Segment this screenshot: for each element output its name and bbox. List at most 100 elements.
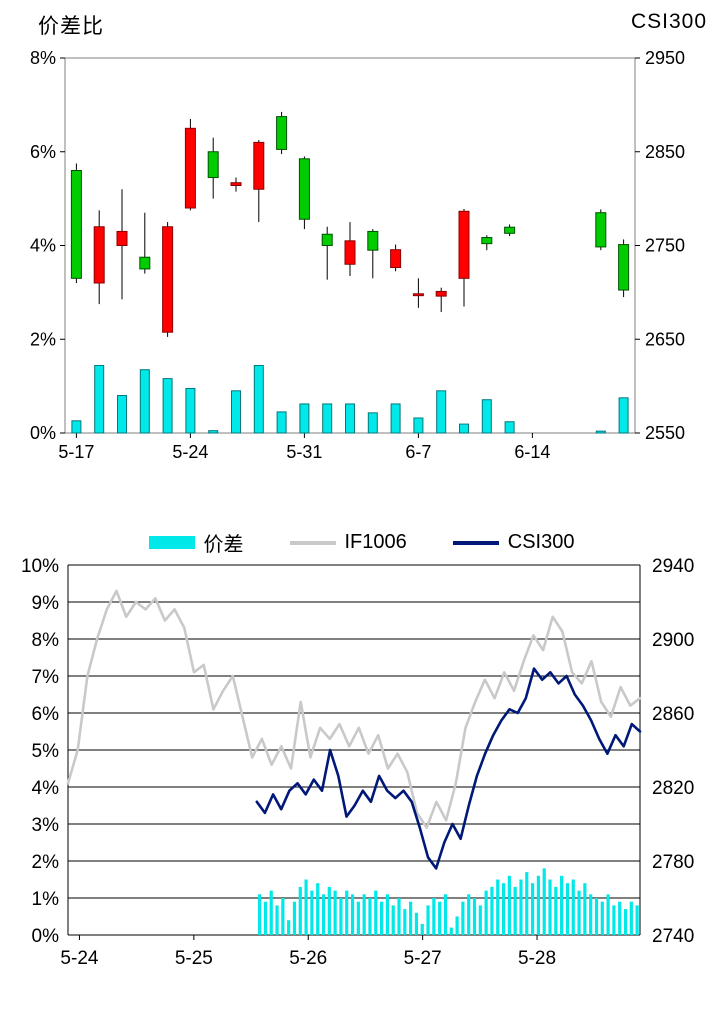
candle-body [321,233,333,246]
volume-bar [276,411,287,434]
spread-bar [368,898,372,935]
volume-bar [345,403,355,434]
spread-bar [449,927,453,935]
y-right-tick-label: 2940 [652,556,694,577]
spread-bar [269,890,273,935]
y-left-tick-label: 2% [30,329,56,349]
spread-bar [606,894,610,935]
spread-bar [345,890,349,935]
candle-body [70,170,82,279]
candlestick-chart: 0% 2% 4% 6% 8% 2550 2650 2750 2850 2950 5-17 5-24 5-… [30,48,685,462]
candle-body [412,293,424,297]
x-tick-label: 5-26 [289,948,327,969]
spread-bar [583,883,587,935]
candle-body [481,237,493,245]
spread-bar [594,898,599,935]
candle-body [504,226,516,234]
legend-item-csi300: CSI300 [452,531,574,554]
y-left-tick-label: 5% [32,741,60,762]
spread-bar [467,894,471,935]
x-tick-label: 5-24 [60,948,98,969]
y-right-tick-label: 2740 [652,926,694,947]
spread-bar [612,905,616,935]
x-tick-label: 5-25 [175,948,213,969]
y-left-tick-label: 4% [32,778,60,799]
x-tick-label: 6-14 [514,442,550,462]
spread-bar [560,875,564,935]
volume-bar [481,399,492,434]
spread-bar [281,898,285,935]
volume-bar [504,421,515,434]
volume-bar [117,395,127,434]
candle-body [276,116,288,150]
volume-bar [459,423,469,434]
spread-bar [490,886,494,935]
y-right-tick-label: 2820 [652,778,694,799]
spread-bar [374,890,378,935]
volume-bar [139,369,150,434]
spread-bar [339,898,343,935]
y-right-tick-label: 2850 [645,142,685,162]
spread-bar [618,901,622,935]
candle-body [435,290,447,297]
y-right-tick-label: 2900 [652,630,694,651]
spread-bar [333,890,337,935]
spread-bar [414,912,419,935]
spread-bar [443,894,448,935]
spread-bar [350,894,355,935]
candle-body [139,256,151,270]
bottom-chart-legend: 价差 IF1006 CSI300 [0,528,723,557]
spread-bar [484,890,488,935]
candle-body [298,158,310,220]
x-tick-label: 5-27 [404,948,442,969]
spread-bar [513,886,517,935]
spread-bar [496,879,500,935]
legend-item-if1006: IF1006 [289,531,407,554]
x-tick-label: 5-28 [518,948,556,969]
candle-body [618,244,630,291]
y-left-tick-label: 6% [30,142,56,162]
volume-bar [367,412,378,434]
spread-bar [316,883,320,935]
spread-bar [548,879,552,935]
x-tick-label: 5-31 [286,442,322,462]
spread-bar [391,905,395,935]
line-chart: 0% 1% 2% 3% 4% 5% 6% 7% 8% 9% 10% 2740 2780 2820 2860 2… [21,556,694,969]
volume-bar [94,365,105,434]
spread-bar [327,886,331,935]
csi300-line-swatch [452,540,499,545]
spread-bar [542,868,546,935]
x-tick-label: 5-17 [58,442,94,462]
candle-body [207,151,219,179]
spread-bar-swatch [148,536,195,549]
spread-bar [409,901,413,935]
candle-body [184,127,196,209]
volume-bar [322,403,333,434]
spread-bar [304,879,308,935]
spread-bar [600,901,604,935]
spread-bar [478,905,482,935]
volume-bar [231,390,241,434]
x-tick-label: 5-24 [172,442,208,462]
legend-label-if1006: IF1006 [344,531,407,553]
spread-bar [565,883,570,935]
spread-bars [258,868,639,935]
y-left-tick-label: 3% [32,815,60,836]
y-left-tick-label: 0% [32,926,60,947]
spread-bar [438,901,442,935]
volume-bar [71,420,82,434]
series-CSI300 [255,667,642,870]
spread-bar [554,886,558,935]
spread-bar [292,901,297,935]
y-left-tick-label: 7% [32,667,60,688]
y-left-tick-label: 0% [30,423,56,443]
y-right-tick-label: 2650 [645,329,685,349]
spread-bar [379,901,384,935]
spread-bar [577,890,581,935]
volume-bar [253,365,264,434]
spread-bar [362,894,366,935]
candle-body [367,230,379,251]
volume-bar [390,403,401,434]
candle-body [344,240,356,265]
